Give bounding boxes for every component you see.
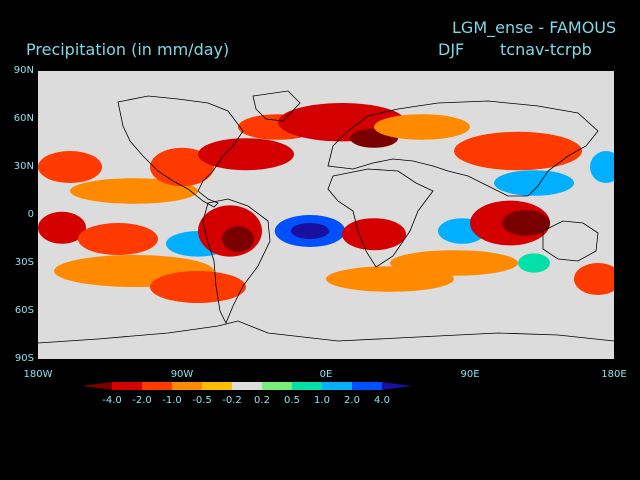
anomaly-region — [342, 218, 406, 251]
lat-label: 30S — [14, 257, 34, 268]
south-america-coast — [202, 198, 271, 324]
color-bar-swatch — [262, 382, 292, 390]
lat-label: 60S — [14, 305, 34, 316]
color-bar-label: -1.0 — [162, 395, 182, 406]
color-bar-label: 1.0 — [314, 395, 330, 406]
lon-label: 180W — [23, 369, 53, 380]
color-bar-swatch — [352, 382, 382, 390]
lon-label: 180E — [601, 369, 627, 380]
color-bar-swatch — [202, 382, 232, 390]
lat-label: 0 — [27, 209, 34, 220]
australia-coast — [542, 220, 599, 262]
africa-coast — [327, 168, 434, 268]
color-bar-label: -4.0 — [102, 395, 122, 406]
lon-label: 0E — [319, 369, 333, 380]
antarctica-coast — [38, 320, 614, 344]
lat-label: 30N — [13, 161, 34, 172]
color-bar-swatch — [292, 382, 322, 390]
color-bar-swatch — [232, 382, 262, 390]
variable-title: Precipitation (in mm/day) — [26, 40, 230, 59]
north-america-coast — [117, 95, 244, 208]
anomaly-region — [38, 151, 102, 183]
anomaly-region — [70, 178, 198, 204]
precipitation-map — [38, 71, 614, 359]
lon-label: 90E — [460, 369, 480, 380]
anomaly-region — [198, 138, 294, 171]
coastlines — [38, 90, 614, 344]
anomaly-region — [290, 223, 330, 239]
anomaly-region — [78, 223, 158, 255]
anomaly-region — [374, 114, 470, 140]
color-bar-swatch — [82, 382, 112, 390]
color-bar-label: 4.0 — [374, 395, 390, 406]
anomaly-region — [518, 253, 550, 273]
color-bar-label: 0.2 — [254, 395, 270, 406]
anomaly-region — [494, 170, 574, 196]
anomaly-region — [574, 263, 614, 295]
lat-label: 90S — [14, 353, 34, 364]
color-bar-swatch — [112, 382, 142, 390]
color-bar — [82, 382, 412, 390]
anomaly-region — [38, 211, 86, 244]
anomaly-region — [150, 271, 246, 303]
anomaly-region — [326, 266, 454, 292]
season-label: DJF — [438, 40, 465, 59]
color-bar-swatch — [172, 382, 202, 390]
color-bar-swatch — [142, 382, 172, 390]
lon-label: 90W — [170, 369, 194, 380]
color-bar-swatch — [322, 382, 352, 390]
color-bar-label: 0.5 — [284, 395, 300, 406]
lat-label: 90N — [13, 65, 34, 76]
color-bar-label: -0.2 — [222, 395, 242, 406]
anomaly-region — [454, 131, 582, 171]
color-bar-label: -0.5 — [192, 395, 212, 406]
anomaly-region — [502, 210, 550, 236]
lat-label: 60N — [13, 113, 34, 124]
color-bar-label: 2.0 — [344, 395, 360, 406]
greenland-coast — [252, 90, 301, 122]
model-title: LGM_ense - FAMOUS — [452, 18, 617, 37]
experiment-label: tcnav-tcrpb — [500, 40, 592, 59]
eurasia-coast — [327, 100, 599, 197]
anomaly-region — [590, 151, 614, 183]
color-bar-label: -2.0 — [132, 395, 152, 406]
color-bar-swatch — [382, 382, 412, 390]
anomaly-region — [222, 226, 254, 252]
anomaly-layer — [38, 103, 614, 303]
